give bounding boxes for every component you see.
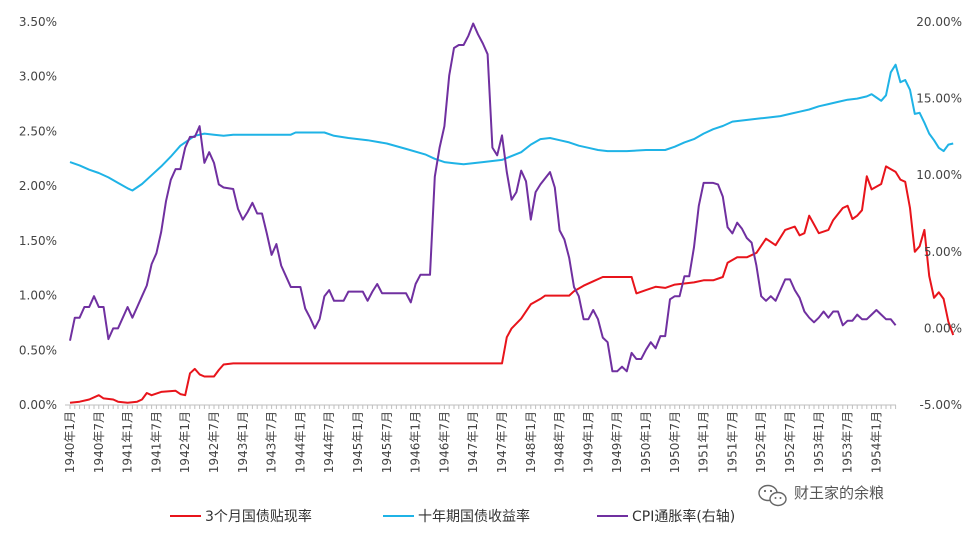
x-tick-label: 1943年1月: [236, 411, 250, 473]
y-left-tick-label: 0.50%: [19, 343, 57, 357]
x-tick-label: 1949年1月: [581, 411, 595, 473]
x-tick-label: 1953年1月: [812, 411, 826, 473]
legend-label: 十年期国债收益率: [418, 508, 530, 525]
watermark-text: 财王家的余粮: [794, 484, 884, 502]
x-tick-label: 1940年7月: [92, 411, 106, 473]
legend: 3个月国债贴现率 十年期国债收益率 CPI通胀率(右轴): [170, 508, 735, 525]
wechat-icon: [758, 484, 787, 507]
x-tick-label: 1948年7月: [553, 411, 567, 473]
watermark: 财王家的余粮: [758, 484, 884, 507]
y-left-tick-label: 2.00%: [19, 179, 57, 193]
y-right-tick-label: 15.00%: [916, 92, 962, 106]
x-tick-label: 1947年7月: [495, 411, 509, 473]
x-tick-label: 1946年1月: [409, 411, 423, 473]
y-right-tick-label: 10.00%: [916, 168, 962, 182]
x-tick-label: 1941年1月: [121, 411, 135, 473]
x-tick-label: 1946年7月: [437, 411, 451, 473]
series-line-3: [69, 22, 897, 373]
x-tick-label: 1945年1月: [351, 411, 365, 473]
x-tick-label: 1947年1月: [466, 411, 480, 473]
series-line-2: [69, 63, 954, 192]
plot-area: [69, 22, 955, 404]
y-right-tick-label: 20.00%: [916, 15, 962, 29]
x-tick-label: 1942年7月: [207, 411, 221, 473]
x-tick-label: 1950年7月: [668, 411, 682, 473]
y-left-tick-label: 3.00%: [19, 70, 57, 84]
x-tick-label: 1940年1月: [63, 411, 77, 473]
x-tick-label: 1952年7月: [783, 411, 797, 473]
right-axis: -5.00% 0.00% 5.00% 10.00% 15.00% 20.00%: [916, 15, 962, 412]
x-tick-label: 1950年1月: [639, 411, 653, 473]
legend-label: CPI通胀率(右轴): [632, 508, 735, 525]
x-tick-label: 1951年7月: [725, 411, 739, 473]
y-right-tick-label: 0.00%: [924, 321, 962, 335]
x-tick-label: 1944年7月: [322, 411, 336, 473]
x-tick-label: 1945年7月: [380, 411, 394, 473]
y-left-tick-label: 1.00%: [19, 289, 57, 303]
x-axis: 1940年1月 1940年7月 1941年1月 1941年7月 1942年1月 1942年…: [63, 404, 897, 473]
legend-label: 3个月国债贴现率: [205, 508, 312, 525]
x-tick-label: 1954年1月: [869, 411, 883, 473]
y-right-tick-label: -5.00%: [920, 398, 962, 412]
x-tick-label: 1944年1月: [293, 411, 307, 473]
y-left-tick-label: 0.00%: [19, 398, 57, 412]
x-tick-label: 1942年1月: [178, 411, 192, 473]
y-right-tick-label: 5.00%: [924, 245, 962, 259]
x-tick-label: 1953年7月: [841, 411, 855, 473]
y-left-tick-label: 2.50%: [19, 124, 57, 138]
series-line-1: [69, 165, 955, 404]
x-tick-label: 1952年1月: [754, 411, 768, 473]
x-tick-label: 1943年7月: [265, 411, 279, 473]
x-tick-label: 1951年1月: [697, 411, 711, 473]
left-axis: 0.00% 0.50% 1.00% 1.50% 2.00% 2.50% 3.00% 3.50%: [19, 15, 57, 412]
y-left-tick-label: 1.50%: [19, 234, 57, 248]
x-tick-label: 1949年7月: [610, 411, 624, 473]
x-tick-label: 1941年7月: [149, 411, 163, 473]
y-left-tick-label: 3.50%: [19, 15, 57, 29]
x-tick-label: 1948年1月: [524, 411, 538, 473]
